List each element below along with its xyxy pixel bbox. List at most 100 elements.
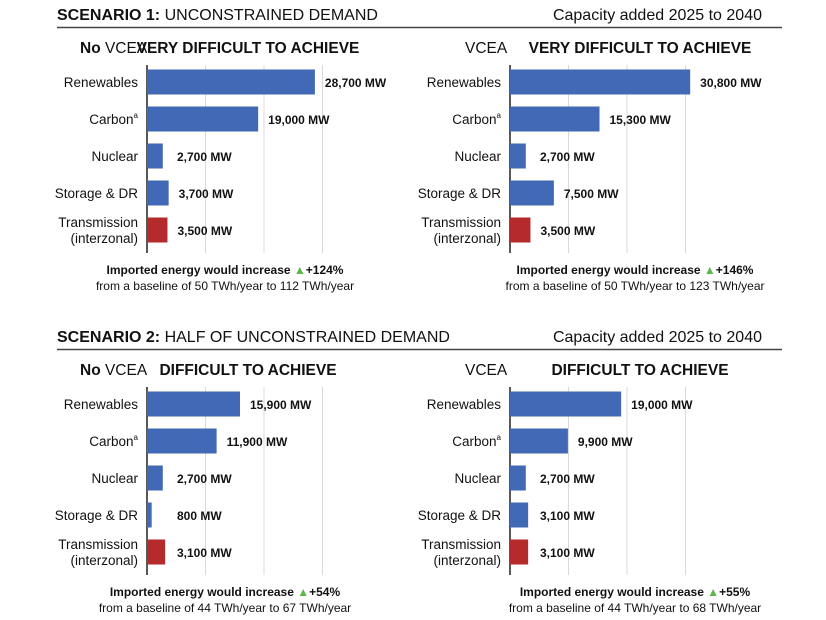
bar-renewables <box>147 69 315 95</box>
import-note: Imported energy would increase ▲+146% <box>517 263 754 277</box>
category-label: Storage & DR <box>55 508 139 523</box>
category-label: Transmission <box>421 215 501 230</box>
value-label: 2,700 MW <box>540 472 595 486</box>
bar-transmission <box>147 539 166 565</box>
bar-transmission <box>510 217 531 243</box>
value-label: 2,700 MW <box>177 472 232 486</box>
panel-label: No VCEA <box>80 40 148 57</box>
value-label: 30,800 MW <box>700 76 762 90</box>
bar-carbon <box>147 106 259 132</box>
value-label: 7,500 MW <box>564 187 619 201</box>
category-label: (interzonal) <box>70 553 138 568</box>
scenario-2: SCENARIO 2: HALF OF UNCONSTRAINED DEMAND… <box>55 329 782 615</box>
panel-label-bold: No <box>80 40 105 57</box>
category-label: Transmission <box>58 215 138 230</box>
import-note: Imported energy would increase ▲+124% <box>107 263 344 277</box>
scenario-title: UNCONSTRAINED DEMAND <box>165 7 378 24</box>
category-label-text: Carbon <box>89 112 133 127</box>
import-note-text: Imported energy would increase <box>110 585 297 599</box>
category-label: Storage & DR <box>418 508 502 523</box>
category-label-text: Carbon <box>452 434 496 449</box>
category-label: Nuclear <box>454 471 501 486</box>
import-note: Imported energy would increase ▲+55% <box>520 585 751 599</box>
footnote-superscript: a <box>134 433 139 442</box>
value-label: 19,000 MW <box>631 398 693 412</box>
category-label: (interzonal) <box>433 231 501 246</box>
increase-triangle-icon: ▲ <box>297 585 309 599</box>
difficulty-title: VERY DIFFICULT TO ACHIEVE <box>529 40 752 57</box>
bar-renewables <box>510 391 622 417</box>
footnote-superscript: a <box>134 111 139 120</box>
bar-storage-dr <box>510 180 554 206</box>
import-note: Imported energy would increase ▲+54% <box>110 585 341 599</box>
value-label: 3,700 MW <box>179 187 234 201</box>
panel-vcea: VCEA DIFFICULT TO ACHIEVE Renewables 19,000… <box>418 362 761 615</box>
bar-nuclear <box>147 143 163 169</box>
category-label: Storage & DR <box>418 186 502 201</box>
panel-label-bold: No <box>80 362 105 379</box>
import-change: +146% <box>716 263 754 277</box>
difficulty-title: VERY DIFFICULT TO ACHIEVE <box>137 40 360 57</box>
scenario-1: SCENARIO 1: UNCONSTRAINED DEMAND Capacity… <box>55 7 782 293</box>
category-label-text: Carbon <box>452 112 496 127</box>
value-label: 19,000 MW <box>268 113 330 127</box>
value-label: 28,700 MW <box>325 76 387 90</box>
value-label: 15,300 MW <box>610 113 672 127</box>
panel-label: VCEA <box>465 362 508 379</box>
category-label: Renewables <box>64 75 139 90</box>
category-label-text: Carbon <box>89 434 133 449</box>
increase-triangle-icon: ▲ <box>294 263 306 277</box>
category-label: Transmission <box>58 537 138 552</box>
panel-label: No VCEA <box>80 362 148 379</box>
category-label: (interzonal) <box>433 553 501 568</box>
bar-nuclear <box>147 465 163 491</box>
scenario-heading: SCENARIO 2: HALF OF UNCONSTRAINED DEMAND <box>57 329 450 346</box>
import-change: +55% <box>719 585 750 599</box>
scenario-number: SCENARIO 2: <box>57 329 165 346</box>
bar-storage-dr <box>510 502 529 528</box>
value-label: 3,500 MW <box>177 224 232 238</box>
scenario-number: SCENARIO 1: <box>57 7 165 24</box>
bar-renewables <box>510 69 691 95</box>
category-label: Renewables <box>427 397 502 412</box>
difficulty-title: DIFFICULT TO ACHIEVE <box>159 362 336 379</box>
scenario-title: HALF OF UNCONSTRAINED DEMAND <box>165 329 450 346</box>
value-label: 800 MW <box>177 509 222 523</box>
category-label: Carbona <box>89 111 138 127</box>
increase-triangle-icon: ▲ <box>704 263 716 277</box>
category-label: Carbona <box>452 433 501 449</box>
value-label: 2,700 MW <box>177 150 232 164</box>
import-baseline: from a baseline of 44 TWh/year to 67 TWh… <box>99 601 351 615</box>
bar-nuclear <box>510 465 526 491</box>
import-baseline: from a baseline of 50 TWh/year to 123 TW… <box>505 279 764 293</box>
import-baseline: from a baseline of 44 TWh/year to 68 TWh… <box>509 601 761 615</box>
import-note-text: Imported energy would increase <box>520 585 707 599</box>
bar-renewables <box>147 391 241 417</box>
bar-storage-dr <box>147 180 169 206</box>
panel-label-text: VCEA <box>105 40 148 57</box>
import-change: +124% <box>306 263 344 277</box>
panel-no-vcea: No VCEA DIFFICULT TO ACHIEVE Renewables 15,… <box>55 362 351 615</box>
category-label: Renewables <box>427 75 502 90</box>
footnote-superscript: a <box>497 433 502 442</box>
capacity-header: Capacity added 2025 to 2040 <box>553 329 762 346</box>
category-label: Storage & DR <box>55 186 139 201</box>
category-label: Nuclear <box>91 149 138 164</box>
panel-label-text: VCEA <box>105 362 148 379</box>
bar-carbon <box>510 106 600 132</box>
value-label: 11,900 MW <box>227 435 288 449</box>
category-label: Transmission <box>421 537 501 552</box>
category-label: Nuclear <box>91 471 138 486</box>
footnote-superscript: a <box>497 111 502 120</box>
capacity-header: Capacity added 2025 to 2040 <box>553 7 762 24</box>
panel-label: VCEA <box>465 40 508 57</box>
import-note-text: Imported energy would increase <box>517 263 704 277</box>
category-label: Renewables <box>64 397 139 412</box>
value-label: 3,500 MW <box>540 224 595 238</box>
import-change: +54% <box>309 585 340 599</box>
import-note-text: Imported energy would increase <box>107 263 294 277</box>
value-label: 3,100 MW <box>177 546 232 560</box>
increase-triangle-icon: ▲ <box>707 585 719 599</box>
bar-nuclear <box>510 143 526 169</box>
